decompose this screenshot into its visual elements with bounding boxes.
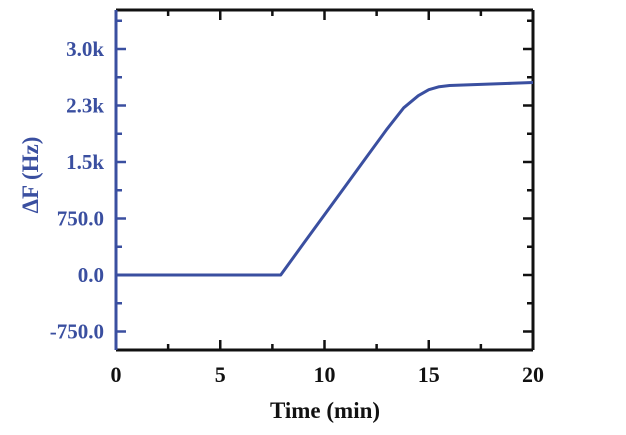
y-axis-label: ΔF (Hz): [18, 137, 43, 214]
y-tick-label: 1.5k: [66, 150, 104, 174]
x-tick-label: 20: [522, 362, 544, 387]
y-tick-label: 2.3k: [66, 94, 104, 118]
y-tick-label: 0.0: [78, 263, 104, 287]
x-tick-labels: 0 5 10 15 20: [111, 362, 545, 387]
x-tick-label: 15: [418, 362, 440, 387]
axis-ticks: [116, 10, 533, 350]
y-tick-label: 750.0: [57, 207, 104, 231]
y-tick-labels: 3.0k 2.3k 1.5k 750.0 0.0 -750.0: [50, 37, 105, 344]
y-tick-label: 3.0k: [66, 37, 104, 61]
y-tick-label: -750.0: [50, 320, 104, 344]
x-tick-label: 0: [111, 362, 122, 387]
x-tick-label: 10: [314, 362, 336, 387]
plot-frame: [114, 8, 535, 352]
data-line: [116, 81, 534, 277]
x-tick-label: 5: [215, 362, 226, 387]
x-axis-label: Time (min): [270, 398, 380, 423]
